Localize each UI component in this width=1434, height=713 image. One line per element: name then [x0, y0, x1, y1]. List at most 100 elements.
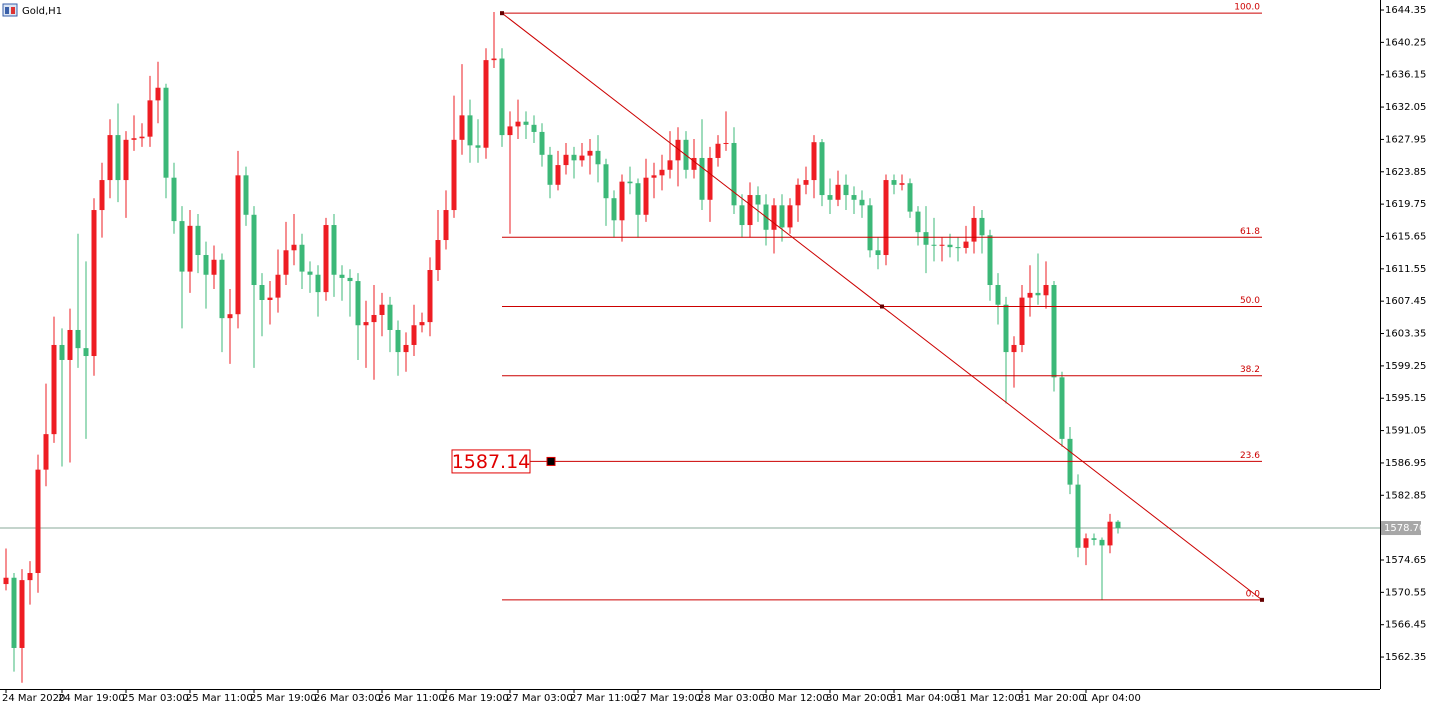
candle-body: [979, 217, 985, 236]
symbol-icon: [2, 3, 18, 17]
candle-body: [291, 244, 297, 251]
candle-body: [955, 247, 961, 249]
candle-body: [547, 154, 553, 185]
candle-body: [771, 205, 777, 230]
candle-body: [219, 259, 225, 319]
candle-body: [83, 348, 89, 357]
candle-body: [515, 121, 521, 127]
candle-body: [827, 195, 833, 200]
candle-body: [11, 577, 17, 648]
candle-body: [1075, 484, 1081, 548]
candle-body: [931, 244, 937, 246]
candle-body: [675, 139, 681, 161]
candle-body: [891, 180, 897, 185]
candle-body: [995, 285, 1001, 305]
candle-body: [883, 180, 889, 256]
y-tick-label: 1623.85: [1385, 167, 1426, 178]
candle-body: [483, 60, 489, 148]
candle-body: [651, 175, 657, 178]
chart-title: Gold,H1: [22, 6, 62, 17]
candle-body: [539, 131, 545, 155]
candle-body: [907, 183, 913, 212]
candle-body: [363, 322, 369, 326]
candle-body: [1043, 285, 1049, 296]
candle-body: [115, 135, 121, 181]
candle-body: [851, 195, 857, 200]
candle-body: [787, 205, 793, 228]
x-tick-label: 24 Mar 19:00: [58, 693, 125, 704]
y-tick-label: 1595.15: [1385, 393, 1426, 404]
candle-body: [339, 274, 345, 278]
fib-anchor: [500, 11, 504, 16]
candle-body: [51, 344, 57, 435]
candle-body: [1051, 285, 1057, 378]
candle-body: [435, 240, 441, 271]
fib-level-label: 23.6: [1240, 451, 1260, 461]
x-tick-label: 25 Mar 11:00: [186, 693, 253, 704]
candle-body: [443, 210, 449, 241]
candle-body: [227, 314, 233, 319]
x-tick-label: 27 Mar 03:00: [506, 693, 573, 704]
candle-body: [1003, 304, 1009, 353]
candle-body: [531, 124, 537, 132]
y-tick-label: 1570.55: [1385, 587, 1426, 598]
x-tick-label: 26 Mar 11:00: [378, 693, 445, 704]
fib-level-label: 50.0: [1240, 296, 1260, 306]
candle-body: [795, 184, 801, 206]
candle-body: [3, 577, 9, 585]
y-tick-label: 1615.65: [1385, 231, 1426, 242]
candle-body: [491, 58, 497, 61]
fib-level-label: 100.0: [1234, 3, 1260, 13]
y-tick-label: 1562.35: [1385, 652, 1426, 663]
candle-body: [171, 177, 177, 222]
candle-body: [1091, 538, 1097, 540]
candle-body: [419, 322, 425, 326]
candle-body: [155, 87, 161, 101]
x-tick-label: 27 Mar 11:00: [570, 693, 637, 704]
candle-body: [315, 274, 321, 293]
candles: [3, 11, 1121, 683]
x-tick-label: 24 Mar 2020: [2, 693, 65, 704]
x-tick-label: 31 Mar 04:00: [890, 693, 957, 704]
candle-body: [747, 195, 753, 226]
fib-level-label: 0.0: [1246, 589, 1261, 599]
candle-body: [275, 274, 281, 298]
candle-body: [475, 145, 481, 148]
candle-body: [259, 285, 265, 300]
price-label-anchor: [546, 456, 556, 466]
price-label: 1587.14: [452, 451, 531, 473]
candle-body: [803, 180, 809, 185]
candle-body: [859, 199, 865, 206]
candle-body: [587, 150, 593, 156]
candle-body: [427, 270, 433, 323]
candle-body: [75, 329, 81, 349]
candle-body: [27, 573, 33, 581]
y-tick-label: 1640.25: [1385, 37, 1426, 48]
candle-body: [627, 181, 633, 184]
candle-body: [1099, 539, 1105, 546]
candle-body: [875, 250, 881, 256]
fib-level-label: 38.2: [1240, 365, 1260, 375]
candle-body: [139, 136, 145, 139]
candle-body: [595, 150, 601, 165]
x-tick-label: 30 Mar 12:00: [762, 693, 829, 704]
candle-body: [507, 126, 513, 136]
y-tick-label: 1627.95: [1385, 134, 1426, 145]
candle-body: [819, 142, 825, 196]
x-tick-label: 26 Mar 19:00: [442, 693, 509, 704]
candle-body: [939, 244, 945, 246]
candle-body: [1011, 344, 1017, 353]
candle-body: [283, 250, 289, 275]
candle-body: [1035, 292, 1041, 296]
candle-body: [643, 177, 649, 215]
candle-body: [395, 329, 401, 353]
x-tick-label: 1 Apr 04:00: [1082, 693, 1141, 704]
candle-body: [451, 139, 457, 211]
y-tick-label: 1644.35: [1385, 5, 1426, 16]
candle-body: [59, 344, 65, 360]
candle-body: [707, 157, 713, 200]
fib-anchor: [1260, 597, 1264, 602]
candle-body: [1059, 377, 1065, 439]
y-tick-label: 1611.55: [1385, 264, 1426, 275]
y-tick-label: 1636.15: [1385, 70, 1426, 81]
